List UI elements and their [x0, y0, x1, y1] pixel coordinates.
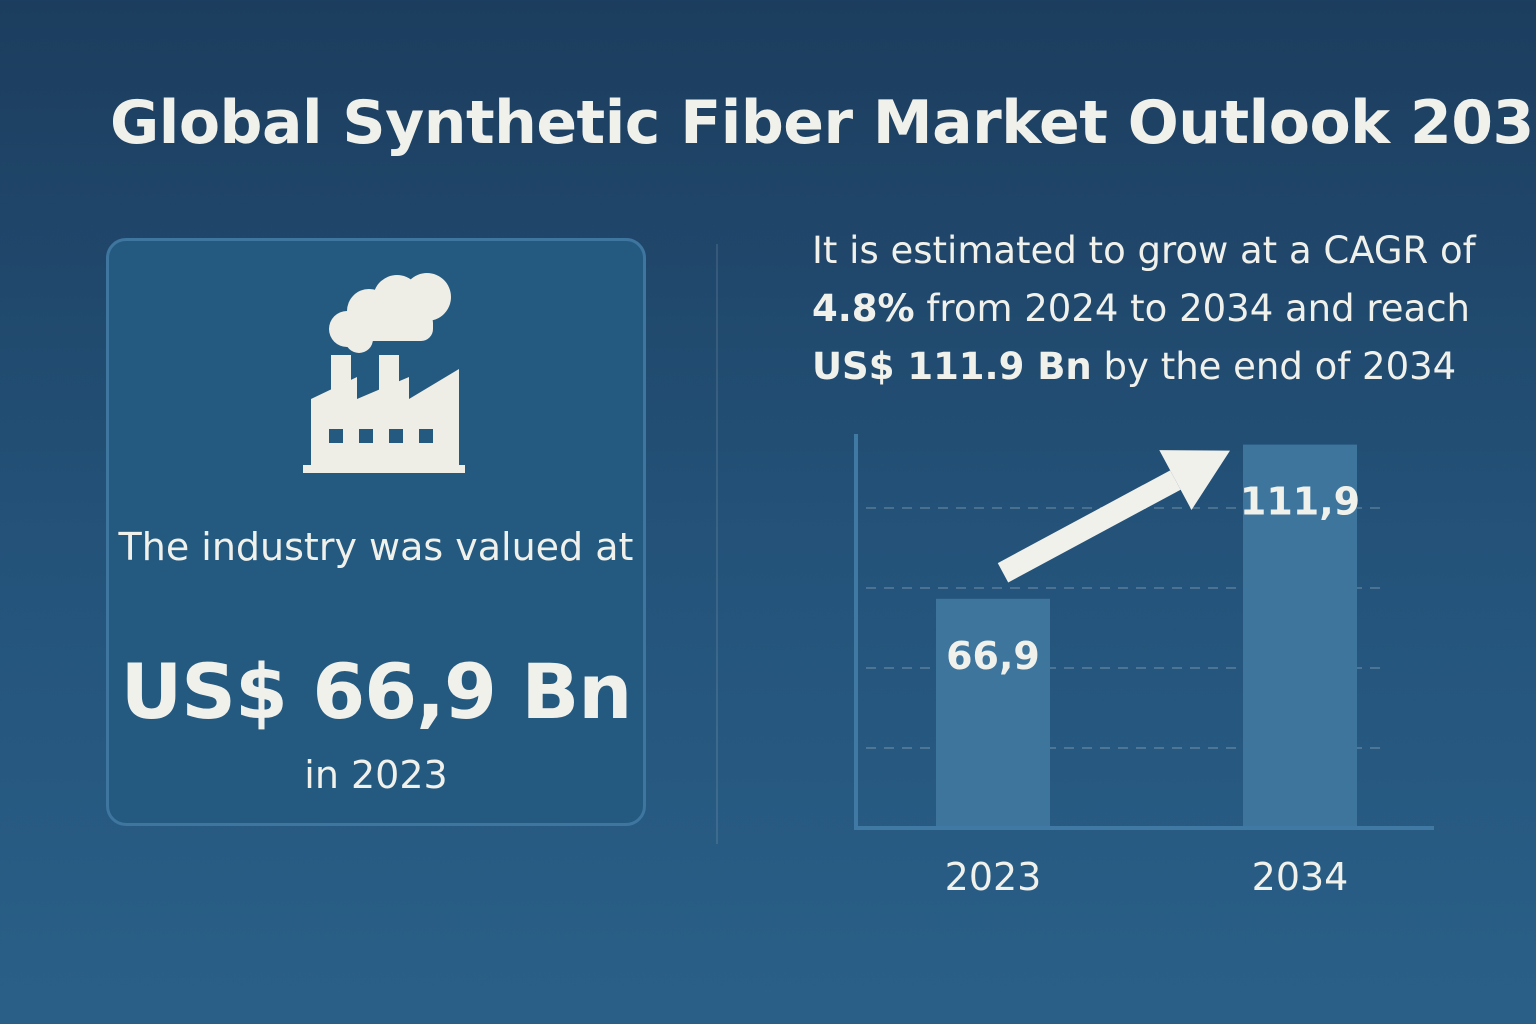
data-label-2034: 111,9 — [1240, 480, 1360, 524]
data-label-2023: 66,9 — [946, 634, 1040, 678]
headline-part1: It is estimated to grow at a CAGR of — [812, 229, 1476, 272]
bar-chart: 66,9 2023 111,9 2034 — [854, 434, 1434, 899]
bar-2023 — [936, 598, 1050, 826]
growth-headline: It is estimated to grow at a CAGR of 4.8… — [812, 222, 1512, 396]
divider — [716, 244, 718, 844]
valuation-year: in 2023 — [304, 753, 448, 797]
trend-arrow-head — [1159, 450, 1230, 510]
cagr-value: 4.8% — [812, 287, 915, 330]
bar-2034 — [1243, 444, 1357, 826]
factory-icon — [303, 273, 465, 473]
trend-arrow-shaft — [997, 470, 1181, 583]
x-tick-2034: 2034 — [1252, 855, 1349, 899]
valuation-card: The industry was valued at US$ 66,9 Bn i… — [106, 238, 646, 826]
valuation-value: US$ 66,9 Bn — [120, 647, 633, 736]
valuation-label: The industry was valued at — [118, 525, 634, 569]
headline-part2: from 2024 to 2034 and reach — [926, 287, 1471, 330]
x-tick-2023: 2023 — [945, 855, 1042, 899]
headline-part3: by the end of 2034 — [1103, 345, 1457, 388]
target-value: US$ 111.9 Bn — [812, 345, 1092, 388]
page-title: Global Synthetic Fiber Market Outlook 20… — [110, 88, 1536, 158]
